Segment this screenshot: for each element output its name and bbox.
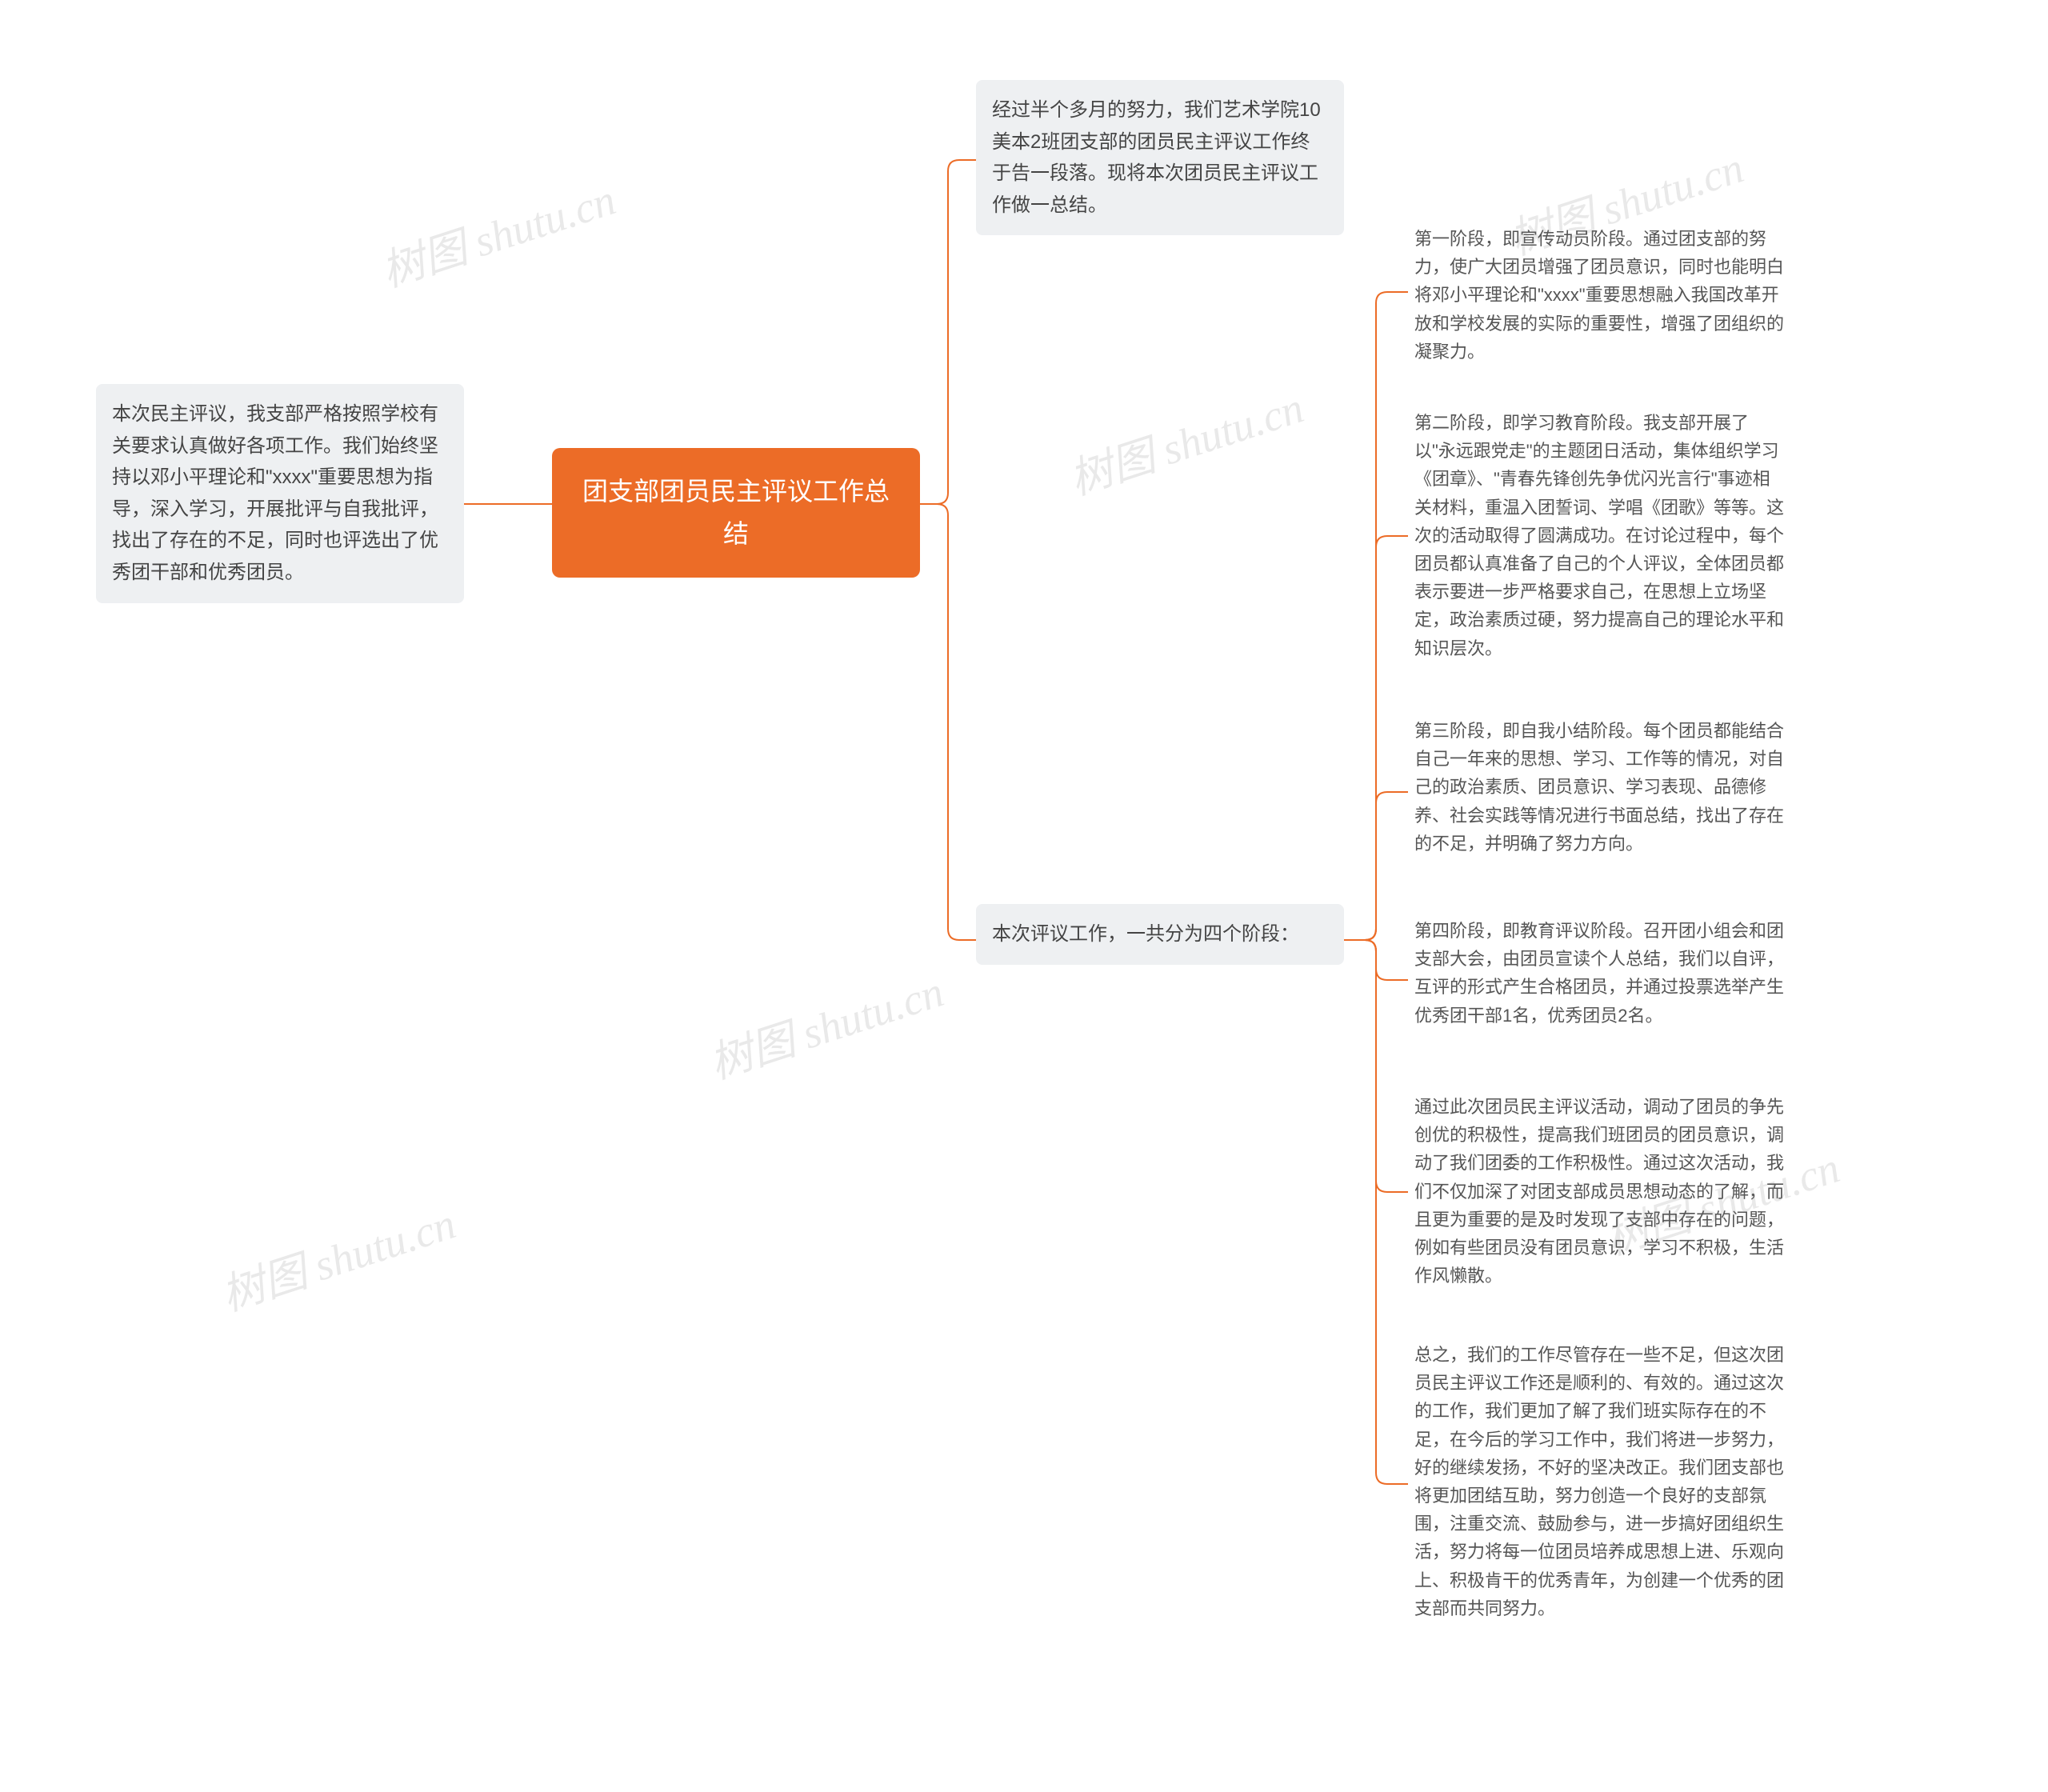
stage-node-2: 第二阶段，即学习教育阶段。我支部开展了以"永远跟党走"的主题团日活动，集体组织学… [1408,404,1792,667]
summary-node: 经过半个多月的努力，我们艺术学院10美本2班团支部的团员民主评议工作终于告一段落… [976,80,1344,235]
stage-node-1: 第一阶段，即宣传动员阶段。通过团支部的努力，使广大团员增强了团员意识，同时也能明… [1408,220,1792,370]
intro-node-left: 本次民主评议，我支部严格按照学校有关要求认真做好各项工作。我们始终坚持以邓小平理… [96,384,464,603]
stages-title-node: 本次评议工作，一共分为四个阶段： [976,904,1344,965]
stage-node-5: 通过此次团员民主评议活动，调动了团员的争先创优的积极性，提高我们班团员的团员意识… [1408,1088,1792,1294]
watermark-text: 树图 shutu.cn [1060,372,1310,507]
stage-node-4: 第四阶段，即教育评议阶段。召开团小组会和团支部大会，由团员宣读个人总结，我们以自… [1408,912,1792,1034]
watermark-text: 树图 shutu.cn [212,1188,462,1323]
root-node: 团支部团员民主评议工作总结 [552,448,920,578]
watermark-text: 树图 shutu.cn [700,956,950,1091]
stage-node-6: 总之，我们的工作尽管存在一些不足，但这次团员民主评议工作还是顺利的、有效的。通过… [1408,1336,1792,1627]
mindmap-canvas: 团支部团员民主评议工作总结 本次民主评议，我支部严格按照学校有关要求认真做好各项… [0,0,2048,1792]
stage-node-3: 第三阶段，即自我小结阶段。每个团员都能结合自己一年来的思想、学习、工作等的情况，… [1408,712,1792,862]
watermark-text: 树图 shutu.cn [372,164,622,299]
